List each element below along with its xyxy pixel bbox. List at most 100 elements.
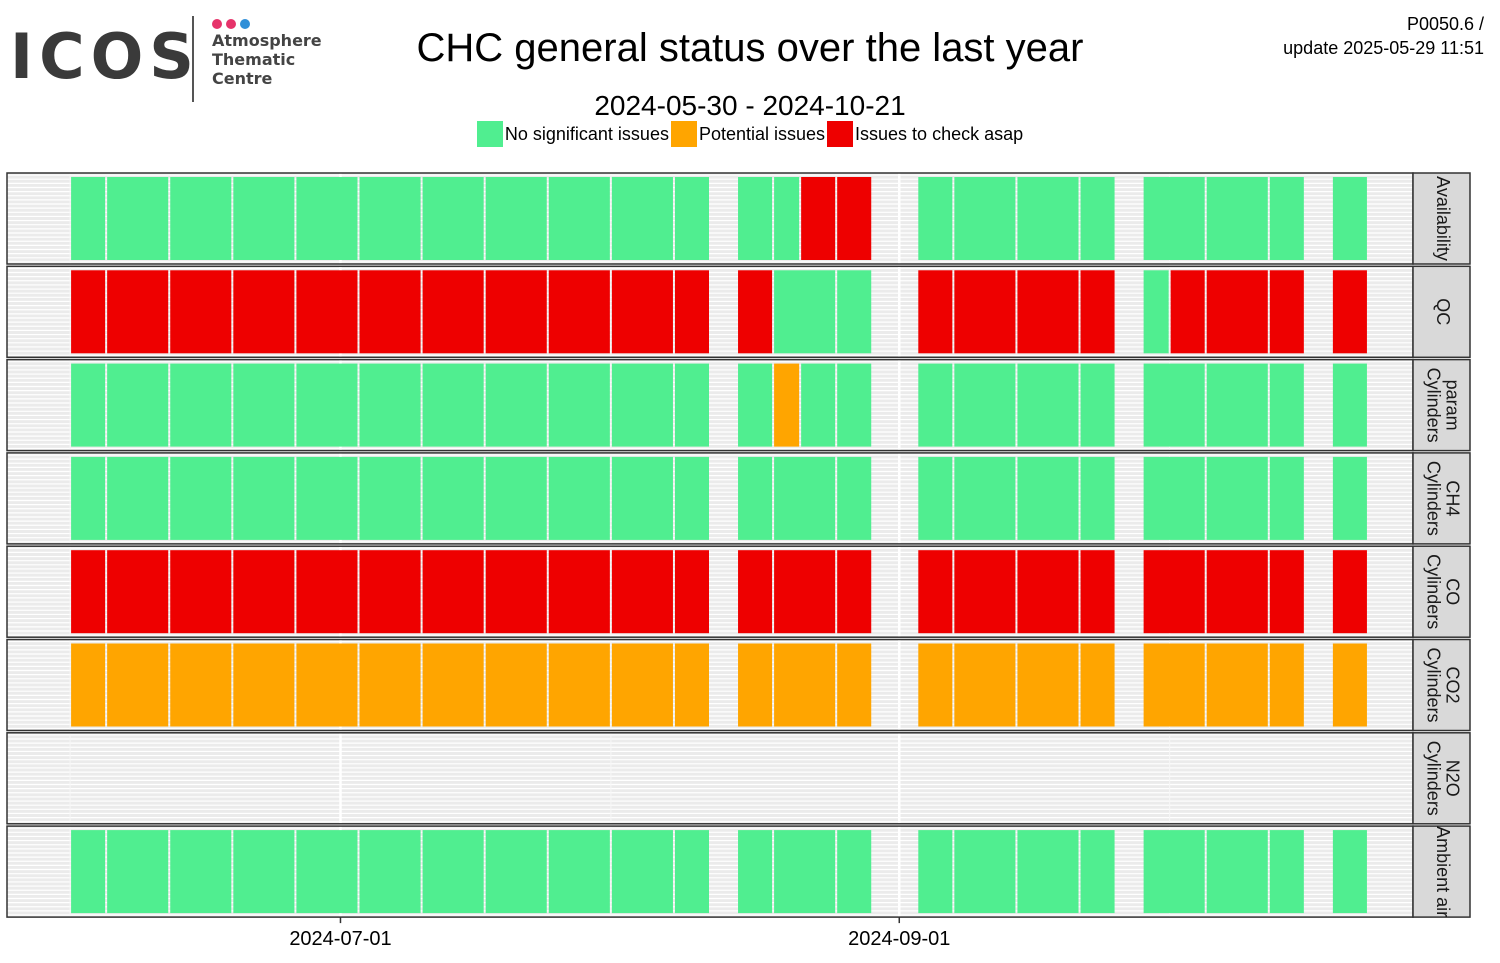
status-cell-ok bbox=[107, 456, 169, 540]
status-cell-ok bbox=[170, 363, 232, 447]
status-cell-ok bbox=[1080, 363, 1115, 447]
status-cell-warn bbox=[1143, 643, 1205, 727]
legend-item-bad: Issues to check asap bbox=[827, 121, 1023, 147]
status-cell-ok bbox=[485, 177, 547, 260]
facet-label: Cylinders bbox=[1423, 368, 1443, 443]
status-cell-bad bbox=[485, 550, 547, 634]
status-cell-warn bbox=[548, 643, 610, 727]
status-cell-bad bbox=[548, 550, 610, 634]
facet-label: Ambient air bbox=[1433, 826, 1453, 917]
status-cell-ok bbox=[359, 177, 421, 260]
status-cell-ok bbox=[954, 363, 1016, 447]
logo-dots bbox=[212, 16, 254, 29]
facet-strip bbox=[1412, 452, 1471, 545]
status-cell-ok bbox=[837, 456, 872, 540]
status-cell-ok bbox=[738, 830, 773, 914]
legend-label: Potential issues bbox=[698, 123, 826, 144]
status-cell-ok bbox=[422, 177, 484, 260]
facet-strip bbox=[1412, 825, 1471, 918]
status-cell-bad bbox=[1332, 270, 1367, 354]
status-cell-bad bbox=[1017, 270, 1079, 354]
status-cell-ok bbox=[1143, 363, 1205, 447]
status-cell-bad bbox=[837, 177, 872, 260]
status-cell-bad bbox=[1080, 550, 1115, 634]
logo-dot bbox=[240, 19, 250, 29]
status-cell-bad bbox=[1170, 270, 1205, 354]
status-cell-warn bbox=[774, 643, 836, 727]
status-cell-ok bbox=[71, 363, 106, 447]
status-cell-bad bbox=[774, 550, 836, 634]
status-cell-ok bbox=[837, 270, 872, 354]
legend-swatch bbox=[670, 121, 697, 147]
status-cell-warn bbox=[774, 363, 800, 447]
status-cell-ok bbox=[1269, 456, 1304, 540]
status-cell-ok bbox=[774, 270, 836, 354]
status-cell-bad bbox=[1017, 550, 1079, 634]
facet-label: Cylinders bbox=[1423, 554, 1443, 629]
status-cell-ok bbox=[422, 363, 484, 447]
status-cell-ok bbox=[674, 456, 709, 540]
status-cell-ok bbox=[1206, 830, 1268, 914]
logo-line: Atmosphere bbox=[212, 31, 322, 50]
status-cell-bad bbox=[107, 270, 169, 354]
facet-label: Availability bbox=[1433, 176, 1453, 261]
status-cell-ok bbox=[674, 363, 709, 447]
facet-label: QC bbox=[1433, 298, 1453, 325]
status-cell-ok bbox=[611, 456, 673, 540]
version-info: P0050.6 / update 2025-05-29 11:51 bbox=[1283, 12, 1484, 60]
legend-swatch bbox=[827, 121, 854, 147]
status-cell-warn bbox=[422, 643, 484, 727]
facet-label: Cylinders bbox=[1423, 647, 1443, 722]
status-cell-warn bbox=[738, 643, 773, 727]
facet-label: CO bbox=[1442, 578, 1462, 605]
status-cell-bad bbox=[485, 270, 547, 354]
status-cell-ok bbox=[837, 363, 872, 447]
logo-dot bbox=[212, 19, 222, 29]
status-cell-ok bbox=[296, 363, 358, 447]
status-cell-ok bbox=[71, 177, 106, 260]
status-cell-bad bbox=[801, 177, 836, 260]
status-cell-ok bbox=[1206, 363, 1268, 447]
status-cell-warn bbox=[1206, 643, 1268, 727]
status-cell-bad bbox=[1206, 550, 1268, 634]
status-cell-ok bbox=[296, 830, 358, 914]
status-cell-bad bbox=[359, 550, 421, 634]
status-cell-bad bbox=[422, 550, 484, 634]
facet-strip bbox=[1412, 358, 1471, 452]
status-cell-bad bbox=[296, 550, 358, 634]
facet-strip bbox=[1412, 172, 1471, 265]
status-cell-ok bbox=[359, 830, 421, 914]
status-cell-warn bbox=[71, 643, 106, 727]
status-cell-ok bbox=[422, 830, 484, 914]
status-cell-ok bbox=[738, 456, 773, 540]
status-cell-ok bbox=[774, 830, 836, 914]
status-cell-ok bbox=[1332, 363, 1367, 447]
status-cell-ok bbox=[1269, 830, 1304, 914]
status-cell-bad bbox=[422, 270, 484, 354]
icos-logo: ICOS Atmosphere Thematic Centre bbox=[10, 14, 330, 106]
status-cell-ok bbox=[1269, 177, 1304, 260]
status-cell-ok bbox=[611, 177, 673, 260]
status-cell-ok bbox=[422, 456, 484, 540]
status-cell-ok bbox=[1080, 177, 1115, 260]
status-cell-ok bbox=[738, 363, 773, 447]
status-cell-warn bbox=[1080, 643, 1115, 727]
status-cell-ok bbox=[233, 177, 295, 260]
status-cell-ok bbox=[1143, 177, 1205, 260]
status-cell-bad bbox=[170, 550, 232, 634]
status-cell-warn bbox=[359, 643, 421, 727]
facet-label: N2O bbox=[1442, 760, 1462, 797]
status-cell-bad bbox=[296, 270, 358, 354]
chart-title: CHC general status over the last year bbox=[416, 26, 1084, 70]
status-cell-bad bbox=[233, 270, 295, 354]
status-cell-ok bbox=[170, 830, 232, 914]
status-cell-bad bbox=[918, 270, 953, 354]
status-cell-warn bbox=[1269, 643, 1304, 727]
status-cell-bad bbox=[1332, 550, 1367, 634]
status-cell-bad bbox=[611, 550, 673, 634]
facet-label: Cylinders bbox=[1423, 741, 1443, 816]
legend-label: No significant issues bbox=[504, 123, 669, 144]
logo-wordmark: ICOS bbox=[10, 20, 200, 93]
status-cell-ok bbox=[548, 830, 610, 914]
status-cell-ok bbox=[674, 830, 709, 914]
